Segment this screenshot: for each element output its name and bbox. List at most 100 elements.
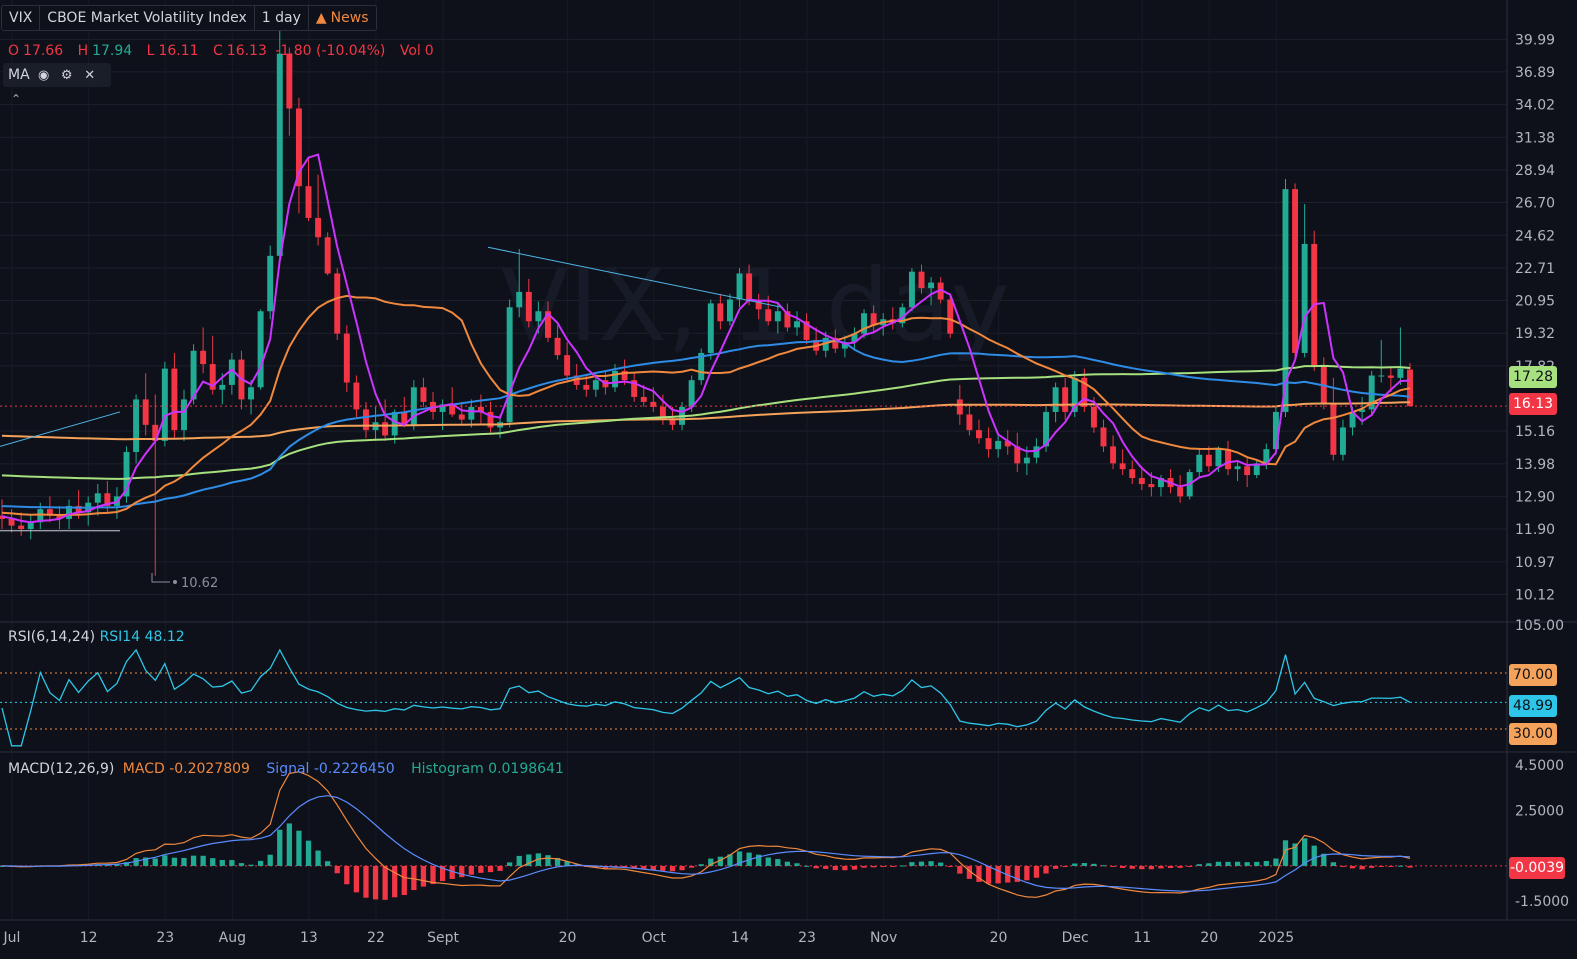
- macd-histogram-bar: [229, 860, 235, 866]
- candle-body: [631, 380, 638, 397]
- candle-body: [995, 440, 1002, 450]
- macd-histogram-bar: [1158, 865, 1164, 869]
- macd-histogram-bar: [564, 861, 570, 866]
- eye-icon[interactable]: ◉: [37, 67, 50, 83]
- ohlc-legend: O 17.66 H 17.94 L 16.11 C 16.13 -1.80 (-10.0…: [8, 43, 438, 59]
- macd-histogram-bar: [1196, 864, 1202, 866]
- candle-body: [1110, 446, 1117, 464]
- macd-histogram-bar: [1148, 865, 1155, 870]
- macd-histogram-bar: [1359, 865, 1365, 870]
- ma-indicator-chip[interactable]: MA ◉ ⚙ ✕: [3, 63, 111, 87]
- macd-histogram-bar: [870, 865, 877, 868]
- price-tick-label: 10.97: [1515, 555, 1555, 571]
- macd-histogram-bar: [526, 854, 532, 866]
- candle-body: [1330, 404, 1337, 455]
- candle-body: [248, 387, 255, 400]
- time-tick-label: 20: [1200, 930, 1218, 946]
- time-tick-label: 12: [80, 930, 98, 946]
- candle-body: [516, 291, 523, 308]
- rsi-value-tag: 48.99: [1509, 695, 1557, 717]
- price-tick-label: 28.94: [1515, 163, 1555, 179]
- signal-value: Signal -0.2226450: [266, 761, 395, 777]
- candle-body: [1052, 387, 1059, 412]
- candle-body: [1407, 369, 1413, 407]
- time-tick-label: Jul: [3, 930, 21, 946]
- macd-histogram-bar: [1330, 862, 1337, 866]
- macd-histogram-bar: [1062, 865, 1068, 867]
- candle-body: [1023, 457, 1030, 464]
- macd-histogram-bar: [1263, 861, 1269, 866]
- candle-body: [1263, 449, 1270, 464]
- candle-body: [286, 53, 293, 109]
- price-tick-label: 22.71: [1515, 261, 1555, 277]
- ma120-line: [1, 364, 1411, 480]
- price-tick-label: 34.02: [1515, 98, 1555, 114]
- change-value: -1.80 (-10.04%): [275, 43, 386, 59]
- candle-body: [659, 406, 666, 420]
- close-icon[interactable]: ✕: [84, 67, 96, 83]
- candle-body: [18, 525, 25, 530]
- candle-body: [1138, 478, 1145, 485]
- gear-icon[interactable]: ⚙: [60, 67, 73, 83]
- macd-histogram-bar: [1282, 840, 1289, 866]
- candle-body: [1397, 368, 1404, 378]
- macd-histogram-bar: [756, 854, 762, 866]
- price-tick-label: 36.89: [1515, 65, 1555, 81]
- macd-histogram-bar: [190, 855, 197, 866]
- news-button[interactable]: ▲ News: [309, 6, 376, 30]
- ma5-line: [1, 153, 1411, 524]
- symbol-header[interactable]: VIX CBOE Market Volatility Index 1 day ▲…: [1, 5, 377, 31]
- rsi-upper-tag: 70.00: [1509, 664, 1557, 686]
- macd-histogram-bar: [813, 865, 819, 869]
- interval-selector[interactable]: 1 day: [255, 6, 309, 30]
- symbol-ticker[interactable]: VIX: [2, 6, 41, 30]
- macd-histogram-bar: [123, 862, 130, 866]
- macd-histogram-bar: [267, 854, 273, 866]
- macd-histogram-bar: [1273, 858, 1279, 866]
- macd-histogram-bar: [344, 865, 350, 885]
- candle-body: [1282, 189, 1289, 412]
- candle-body: [8, 518, 15, 526]
- macd-legend: MACD(12,26,9) MACD -0.2027809 Signal -0.…: [8, 761, 564, 777]
- high-label: H: [77, 43, 89, 59]
- ma-label: MA: [8, 67, 30, 83]
- macd-histogram-bar: [1043, 865, 1049, 874]
- candle-body: [171, 368, 178, 431]
- collapse-chevron-icon[interactable]: ⌃: [11, 92, 22, 106]
- candle-body: [267, 255, 274, 312]
- candle-body: [688, 380, 695, 407]
- candle-body: [1119, 463, 1126, 470]
- macd-histogram-bar: [1052, 865, 1059, 869]
- time-axis[interactable]: Jul 12 23 Aug 13 22 Sept 20 Oct 14 23 Nov 20 Dec 11 20 2…: [3, 930, 1295, 946]
- volume-label: Vol: [399, 43, 421, 59]
- candle-body: [870, 313, 877, 326]
- candle-body: [726, 299, 733, 322]
- macd-histogram-bar: [277, 829, 283, 866]
- price-tick-label: 15.16: [1515, 424, 1555, 440]
- candle-body: [1234, 466, 1241, 470]
- candle-body: [1004, 440, 1011, 447]
- candle-body: [1177, 487, 1184, 497]
- macd-histogram-bar: [449, 865, 455, 879]
- candle-body: [765, 309, 772, 322]
- macd-histogram-bar: [803, 865, 810, 867]
- macd-histogram-bar: [928, 861, 934, 866]
- macd-histogram-bar: [621, 865, 628, 868]
- candle-body: [1378, 375, 1385, 377]
- candle-body: [1387, 375, 1394, 378]
- macd-histogram-bar: [497, 865, 503, 871]
- candle-body: [257, 311, 264, 388]
- price-axis[interactable]: 39.99 36.89 34.02 31.38 28.94 26.70 24.62 22.71…: [1506, 0, 1569, 920]
- rsi-value: RSI14 48.12: [99, 629, 185, 645]
- rsi-lower-tag: 30.00: [1509, 723, 1557, 745]
- last-price-tag: 16.13: [1509, 393, 1557, 415]
- candle-body: [1359, 409, 1366, 412]
- macd-histogram-bar: [1397, 865, 1404, 867]
- candle-body: [104, 493, 111, 506]
- macd-histogram-bar: [372, 865, 379, 900]
- candle-body: [928, 282, 935, 289]
- time-tick-label: Sept: [427, 930, 459, 946]
- symbol-name[interactable]: CBOE Market Volatility Index: [40, 6, 255, 30]
